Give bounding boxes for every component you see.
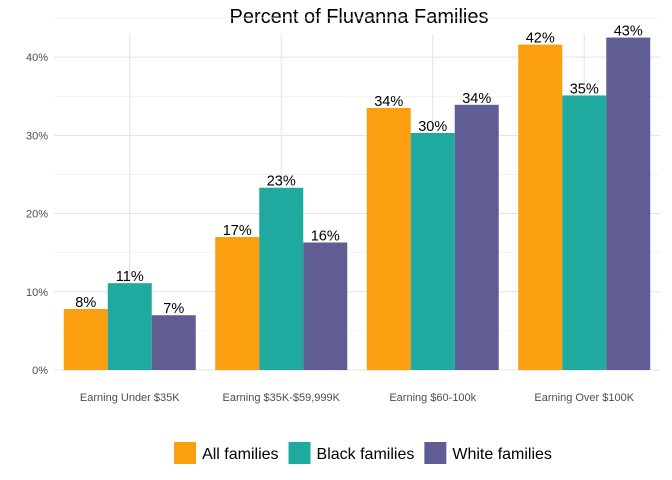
x-tick-label: Earning $60-100k [389, 392, 476, 404]
y-tick-label: 30% [26, 130, 48, 142]
y-tick-label: 0% [32, 365, 48, 377]
y-tick-label: 10% [26, 287, 48, 299]
legend-item-all-families: All families [174, 442, 279, 464]
bars [63, 37, 651, 371]
data-label: 34% [462, 91, 491, 107]
data-label: 8% [75, 295, 96, 311]
bar-all-families-earning-under-35k [63, 308, 108, 370]
data-labels: 8% 11% 7% 17% 23% 16% 34% 30% 34% 42% 35% 43% [75, 24, 643, 318]
bar-white-families-earning-under-35k [151, 315, 196, 370]
data-label: 17% [223, 223, 252, 239]
x-axis-tick-labels: Earning Under $35K Earning $35K-$59,999K E… [80, 392, 635, 404]
legend-swatch [424, 442, 447, 464]
legend-item-white-families: White families [424, 442, 552, 464]
bar-white-families-earning-35k-59-999k [303, 242, 348, 370]
data-label: 35% [570, 81, 599, 97]
x-tick-label: Earning Over $100K [534, 392, 634, 404]
data-label: 11% [116, 269, 144, 285]
legend-swatch [288, 442, 311, 464]
bar-black-families-earning-60-100k [410, 132, 455, 370]
y-tick-label: 40% [26, 52, 48, 64]
bar-all-families-earning-35k-59-999k [215, 237, 260, 370]
legend-label: All families [202, 446, 278, 463]
x-tick-label: Earning Under $35K [80, 392, 180, 404]
bar-all-families-earning-60-100k [366, 107, 411, 370]
data-label: 34% [374, 94, 403, 110]
legend-label: White families [452, 446, 552, 463]
data-label: 42% [526, 31, 555, 47]
x-tick-label: Earning $35K-$59,999K [223, 392, 341, 404]
data-label: 23% [267, 174, 296, 190]
legend: All families Black families White families [174, 442, 552, 464]
bar-black-families-earning-35k-59-999k [259, 187, 304, 370]
y-axis-tick-labels: 0% 10% 20% 30% 40% [26, 52, 48, 377]
y-tick-label: 20% [26, 209, 48, 221]
bar-black-families-earning-under-35k [107, 283, 152, 370]
data-label: 7% [163, 301, 184, 317]
bar-all-families-earning-over-100k [518, 44, 563, 371]
legend-swatch [174, 442, 197, 464]
data-label: 30% [418, 119, 447, 135]
legend-label: Black families [317, 446, 415, 463]
legend-item-black-families: Black families [288, 442, 415, 464]
bar-white-families-earning-60-100k [454, 104, 499, 371]
data-label: 43% [614, 24, 643, 40]
chart-title: Percent of Fluvanna Families [229, 6, 488, 28]
bar-black-families-earning-over-100k [562, 95, 607, 370]
data-label: 16% [311, 228, 340, 244]
bar-white-families-earning-over-100k [606, 37, 651, 371]
